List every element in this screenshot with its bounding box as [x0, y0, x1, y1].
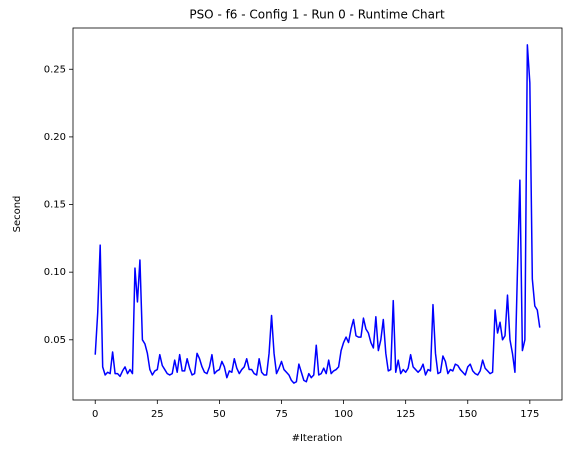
y-tick-label: 0.10: [44, 267, 66, 278]
x-tick-label: 0: [92, 409, 98, 420]
x-axis-label: #Iteration: [292, 433, 343, 444]
line-series: [94, 44, 541, 384]
x-tick-label: 25: [151, 409, 164, 420]
chart-title: PSO - f6 - Config 1 - Run 0 - Runtime Ch…: [189, 8, 445, 22]
x-tick-label: 50: [213, 409, 226, 420]
y-tick-label: 0.05: [44, 335, 66, 346]
x-tick-label: 100: [334, 409, 353, 420]
plot-frame: [72, 27, 563, 401]
x-tick-label: 150: [458, 409, 477, 420]
x-tick-label: 175: [520, 409, 539, 420]
y-tick-label: 0.15: [44, 200, 66, 211]
x-tick-label: 125: [396, 409, 415, 420]
y-tick-label: 0.20: [44, 132, 66, 143]
x-tick-label: 75: [275, 409, 288, 420]
y-axis-label: Second: [12, 196, 23, 233]
y-tick-label: 0.25: [44, 64, 66, 75]
